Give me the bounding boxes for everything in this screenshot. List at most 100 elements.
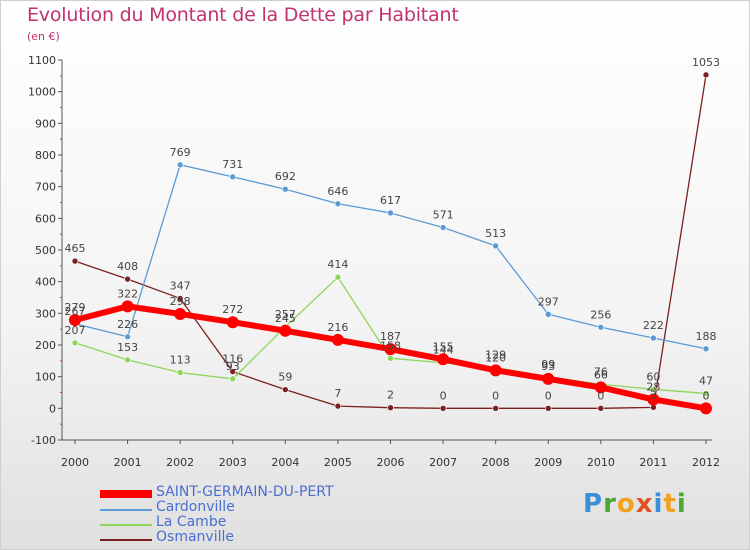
data-label: 1053 — [692, 56, 720, 69]
unit-label: (en €) — [27, 30, 60, 43]
data-point — [334, 200, 342, 208]
data-label: 0 — [492, 389, 499, 402]
data-label: 0 — [440, 389, 447, 402]
data-point — [542, 372, 555, 385]
data-point — [489, 364, 502, 377]
legend-swatch — [100, 539, 152, 541]
data-label: 267 — [65, 305, 86, 318]
data-point — [437, 353, 450, 366]
data-point — [702, 390, 710, 397]
data-label: 465 — [65, 242, 86, 255]
data-point — [69, 313, 81, 326]
data-label: 188 — [696, 330, 717, 343]
data-label: 256 — [590, 308, 611, 321]
y-tick-label: 0 — [49, 402, 56, 415]
logo-letter: i — [676, 489, 687, 519]
data-label: 28 — [646, 380, 660, 393]
data-point — [124, 275, 131, 283]
proxiti-logo: Proxiti — [583, 489, 687, 519]
data-point — [439, 405, 447, 412]
x-tick-label: 2012 — [692, 456, 720, 469]
data-point — [334, 402, 342, 410]
y-tick-label: 1100 — [28, 54, 56, 67]
data-label: 3 — [650, 388, 657, 401]
data-label: 731 — [222, 158, 243, 171]
data-point — [121, 300, 134, 313]
y-tick-label: 300 — [35, 307, 56, 320]
data-label: 347 — [170, 279, 191, 292]
legend-label: La Cambe — [156, 514, 227, 530]
y-tick-label: 200 — [35, 339, 56, 352]
legend-swatch — [100, 509, 152, 511]
data-point — [597, 323, 605, 331]
data-point — [229, 173, 237, 181]
data-label: 414 — [327, 258, 348, 271]
data-label: 99 — [541, 358, 555, 371]
data-label: 279 — [65, 301, 86, 314]
data-point — [492, 405, 499, 412]
data-label: 769 — [170, 146, 191, 159]
data-label: 646 — [327, 185, 348, 198]
data-point — [176, 161, 184, 169]
data-label: 93 — [226, 360, 240, 373]
series-line-cardonville — [74, 164, 707, 350]
data-label: 120 — [485, 351, 506, 364]
legend-swatch — [100, 524, 152, 526]
data-label: 245 — [275, 312, 296, 325]
data-label: 7 — [334, 387, 341, 400]
y-tick-label: 800 — [35, 149, 56, 162]
data-point — [702, 345, 710, 353]
data-point — [334, 273, 342, 281]
y-tick-label: 900 — [35, 117, 56, 130]
data-point — [544, 405, 552, 412]
legend-label: SAINT-GERMAIN-DU-PERT — [156, 484, 334, 500]
data-label: 47 — [699, 374, 713, 387]
logo-letter: t — [663, 489, 677, 519]
logo-letter: r — [603, 489, 617, 519]
data-point — [71, 257, 79, 265]
chart-title: Evolution du Montant de la Dette par Hab… — [27, 4, 459, 26]
logo-letter: o — [616, 489, 636, 519]
data-point — [282, 386, 289, 393]
data-point — [229, 375, 237, 383]
x-tick-label: 2003 — [219, 456, 247, 469]
data-label: 298 — [170, 295, 191, 308]
x-tick-label: 2000 — [61, 456, 89, 469]
data-point — [594, 381, 607, 394]
data-point — [650, 334, 657, 342]
data-point — [387, 404, 394, 412]
data-label: 76 — [594, 365, 608, 378]
data-label: 0 — [545, 389, 552, 402]
data-point — [597, 405, 605, 412]
logo-letter: i — [653, 489, 664, 519]
data-point — [124, 356, 131, 364]
x-tick-label: 2009 — [534, 456, 562, 469]
data-point — [702, 71, 710, 79]
data-point — [174, 307, 187, 320]
x-tick-label: 2010 — [587, 456, 615, 469]
data-point — [544, 310, 552, 318]
data-point — [226, 316, 239, 329]
data-label: 571 — [433, 209, 454, 222]
data-label: 617 — [380, 194, 401, 207]
data-label: 144 — [433, 344, 454, 357]
x-tick-label: 2002 — [166, 456, 194, 469]
data-label: 0 — [703, 389, 710, 402]
data-label: 0 — [597, 389, 604, 402]
data-point — [650, 386, 657, 393]
data-label: 216 — [327, 321, 348, 334]
data-label: 129 — [485, 348, 506, 361]
data-label: 187 — [380, 330, 401, 343]
logo-letter: x — [635, 489, 654, 519]
legend-swatch — [100, 490, 152, 498]
data-label: 2 — [387, 389, 394, 402]
x-tick-label: 2006 — [377, 456, 405, 469]
data-label: 155 — [433, 340, 454, 353]
legend-label: Osmanville — [156, 529, 234, 545]
data-label: 692 — [275, 170, 296, 183]
x-tick-label: 2004 — [271, 456, 299, 469]
data-label: 257 — [275, 308, 296, 321]
data-label: 113 — [170, 354, 191, 367]
y-tick-label: 600 — [35, 212, 56, 225]
